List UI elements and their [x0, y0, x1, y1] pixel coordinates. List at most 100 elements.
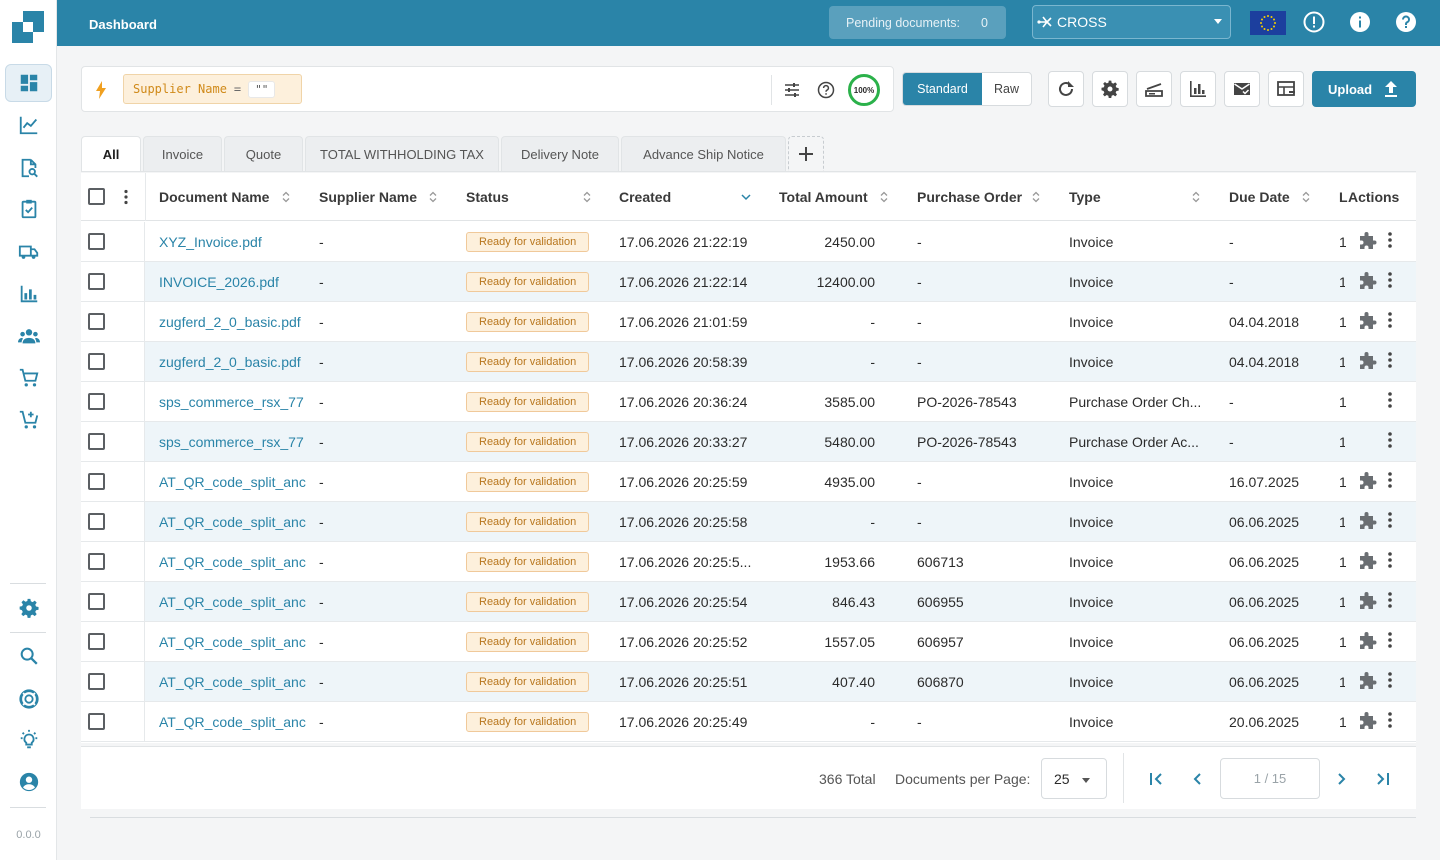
more-options-icon[interactable] [1387, 591, 1393, 609]
info-icon[interactable] [1349, 11, 1371, 33]
row-checkbox[interactable] [88, 273, 105, 290]
more-options-icon[interactable] [1387, 631, 1393, 649]
pending-documents[interactable]: Pending documents: 0 [829, 6, 1006, 39]
column-truncated[interactable]: L [1339, 189, 1348, 205]
puzzle-icon[interactable] [1357, 552, 1377, 572]
document-name-link[interactable]: XYZ_Invoice.pdf [159, 233, 262, 250]
tab-delivery-note[interactable]: Delivery Note [501, 136, 619, 172]
row-checkbox[interactable] [88, 433, 105, 450]
tab-invoice[interactable]: Invoice [143, 136, 222, 172]
document-name-link[interactable]: zugferd_2_0_basic.pdf [159, 353, 301, 370]
column-menu-icon[interactable] [123, 189, 129, 205]
sidebar-item-search[interactable] [5, 637, 52, 675]
lightning-icon[interactable] [95, 81, 107, 99]
more-options-icon[interactable] [1387, 311, 1393, 329]
view-raw-button[interactable]: Raw [993, 82, 1019, 96]
row-checkbox[interactable] [88, 513, 105, 530]
last-page-button[interactable] [1370, 767, 1394, 791]
row-checkbox[interactable] [88, 673, 105, 690]
tab-advance-ship-notice[interactable]: Advance Ship Notice [621, 136, 786, 172]
table-row[interactable]: AT_QR_code_split_anc - Ready for validat… [81, 702, 1416, 742]
table-row[interactable]: XYZ_Invoice.pdf - Ready for validation 1… [81, 222, 1416, 262]
sidebar-item-tasks[interactable] [5, 190, 52, 228]
more-options-icon[interactable] [1387, 551, 1393, 569]
table-row[interactable]: INVOICE_2026.pdf - Ready for validation … [81, 262, 1416, 302]
table-row[interactable]: sps_commerce_rsx_77 - Ready for validati… [81, 422, 1416, 462]
sidebar-item-account[interactable] [5, 763, 52, 801]
scanner-button[interactable] [1136, 71, 1172, 107]
workflow-select[interactable]: CROSS [1032, 5, 1231, 39]
column-type[interactable]: Type [1069, 189, 1101, 205]
table-row[interactable]: AT_QR_code_split_anc - Ready for validat… [81, 462, 1416, 502]
sidebar-item-settings[interactable] [5, 589, 52, 627]
puzzle-icon[interactable] [1357, 712, 1377, 732]
document-name-link[interactable]: AT_QR_code_split_anc [159, 673, 306, 690]
more-options-icon[interactable] [1387, 511, 1393, 529]
document-name-link[interactable]: sps_commerce_rsx_77 [159, 433, 304, 450]
statistics-button[interactable] [1180, 71, 1216, 107]
refresh-button[interactable] [1048, 71, 1084, 107]
puzzle-icon[interactable] [1357, 352, 1377, 372]
per-page-select[interactable]: 25 [1041, 758, 1107, 799]
sidebar-item-shipping[interactable] [5, 233, 52, 271]
document-name-link[interactable]: AT_QR_code_split_anc [159, 553, 306, 570]
table-row[interactable]: AT_QR_code_split_anc - Ready for validat… [81, 502, 1416, 542]
settings-button[interactable] [1092, 71, 1128, 107]
view-standard-button[interactable]: Standard [903, 73, 982, 105]
document-name-link[interactable]: AT_QR_code_split_anc [159, 473, 306, 490]
tab-total-withholding-tax[interactable]: TOTAL WITHHOLDING TAX [305, 136, 499, 172]
sort-icon[interactable] [1192, 191, 1200, 203]
document-name-link[interactable]: zugferd_2_0_basic.pdf [159, 313, 301, 330]
sidebar-item-ideas[interactable] [5, 721, 52, 759]
sidebar-item-reports[interactable] [5, 275, 52, 313]
app-logo-icon[interactable] [11, 10, 45, 44]
sidebar-item-support[interactable] [5, 680, 52, 718]
sidebar-item-dashboard[interactable] [5, 64, 52, 102]
row-checkbox[interactable] [88, 353, 105, 370]
more-options-icon[interactable] [1387, 231, 1393, 249]
puzzle-icon[interactable] [1357, 312, 1377, 332]
tab-quote[interactable]: Quote [224, 136, 303, 172]
puzzle-icon[interactable] [1357, 672, 1377, 692]
sort-icon[interactable] [880, 191, 888, 203]
column-purchase-order[interactable]: Purchase Order [917, 189, 1023, 205]
more-options-icon[interactable] [1387, 431, 1393, 449]
row-checkbox[interactable] [88, 393, 105, 410]
more-options-icon[interactable] [1387, 391, 1393, 409]
column-total-amount[interactable]: Total Amount [779, 189, 868, 205]
puzzle-icon[interactable] [1357, 512, 1377, 532]
add-tab-button[interactable] [788, 136, 824, 172]
more-options-icon[interactable] [1387, 351, 1393, 369]
puzzle-icon[interactable] [1357, 592, 1377, 612]
column-status[interactable]: Status [466, 189, 509, 205]
page-indicator[interactable]: 1 / 15 [1220, 758, 1320, 799]
sidebar-item-users[interactable] [5, 317, 52, 355]
puzzle-icon[interactable] [1357, 272, 1377, 292]
document-name-link[interactable]: AT_QR_code_split_anc [159, 593, 306, 610]
eu-flag-icon[interactable] [1250, 11, 1286, 35]
table-row[interactable]: AT_QR_code_split_anc - Ready for validat… [81, 622, 1416, 662]
table-row[interactable]: AT_QR_code_split_anc - Ready for validat… [81, 542, 1416, 582]
document-name-link[interactable]: AT_QR_code_split_anc [159, 633, 306, 650]
next-page-button[interactable] [1330, 767, 1354, 791]
mail-button[interactable] [1224, 71, 1260, 107]
puzzle-icon[interactable] [1357, 472, 1377, 492]
sort-icon[interactable] [429, 191, 437, 203]
help-outline-icon[interactable] [816, 80, 836, 100]
table-row[interactable]: AT_QR_code_split_anc - Ready for validat… [81, 662, 1416, 702]
more-options-icon[interactable] [1387, 271, 1393, 289]
row-checkbox[interactable] [88, 473, 105, 490]
more-options-icon[interactable] [1387, 711, 1393, 729]
table-row[interactable]: zugferd_2_0_basic.pdf - Ready for valida… [81, 342, 1416, 382]
sidebar-item-document-search[interactable] [5, 149, 52, 187]
row-checkbox[interactable] [88, 633, 105, 650]
document-name-link[interactable]: INVOICE_2026.pdf [159, 273, 279, 290]
row-checkbox[interactable] [88, 233, 105, 250]
column-supplier-name[interactable]: Supplier Name [319, 189, 418, 205]
sort-icon[interactable] [583, 191, 591, 203]
table-row[interactable]: sps_commerce_rsx_77 - Ready for validati… [81, 382, 1416, 422]
sort-icon[interactable] [282, 191, 290, 203]
table-row[interactable]: AT_QR_code_split_anc - Ready for validat… [81, 582, 1416, 622]
sidebar-item-analytics[interactable] [5, 106, 52, 144]
column-document-name[interactable]: Document Name [159, 189, 270, 205]
